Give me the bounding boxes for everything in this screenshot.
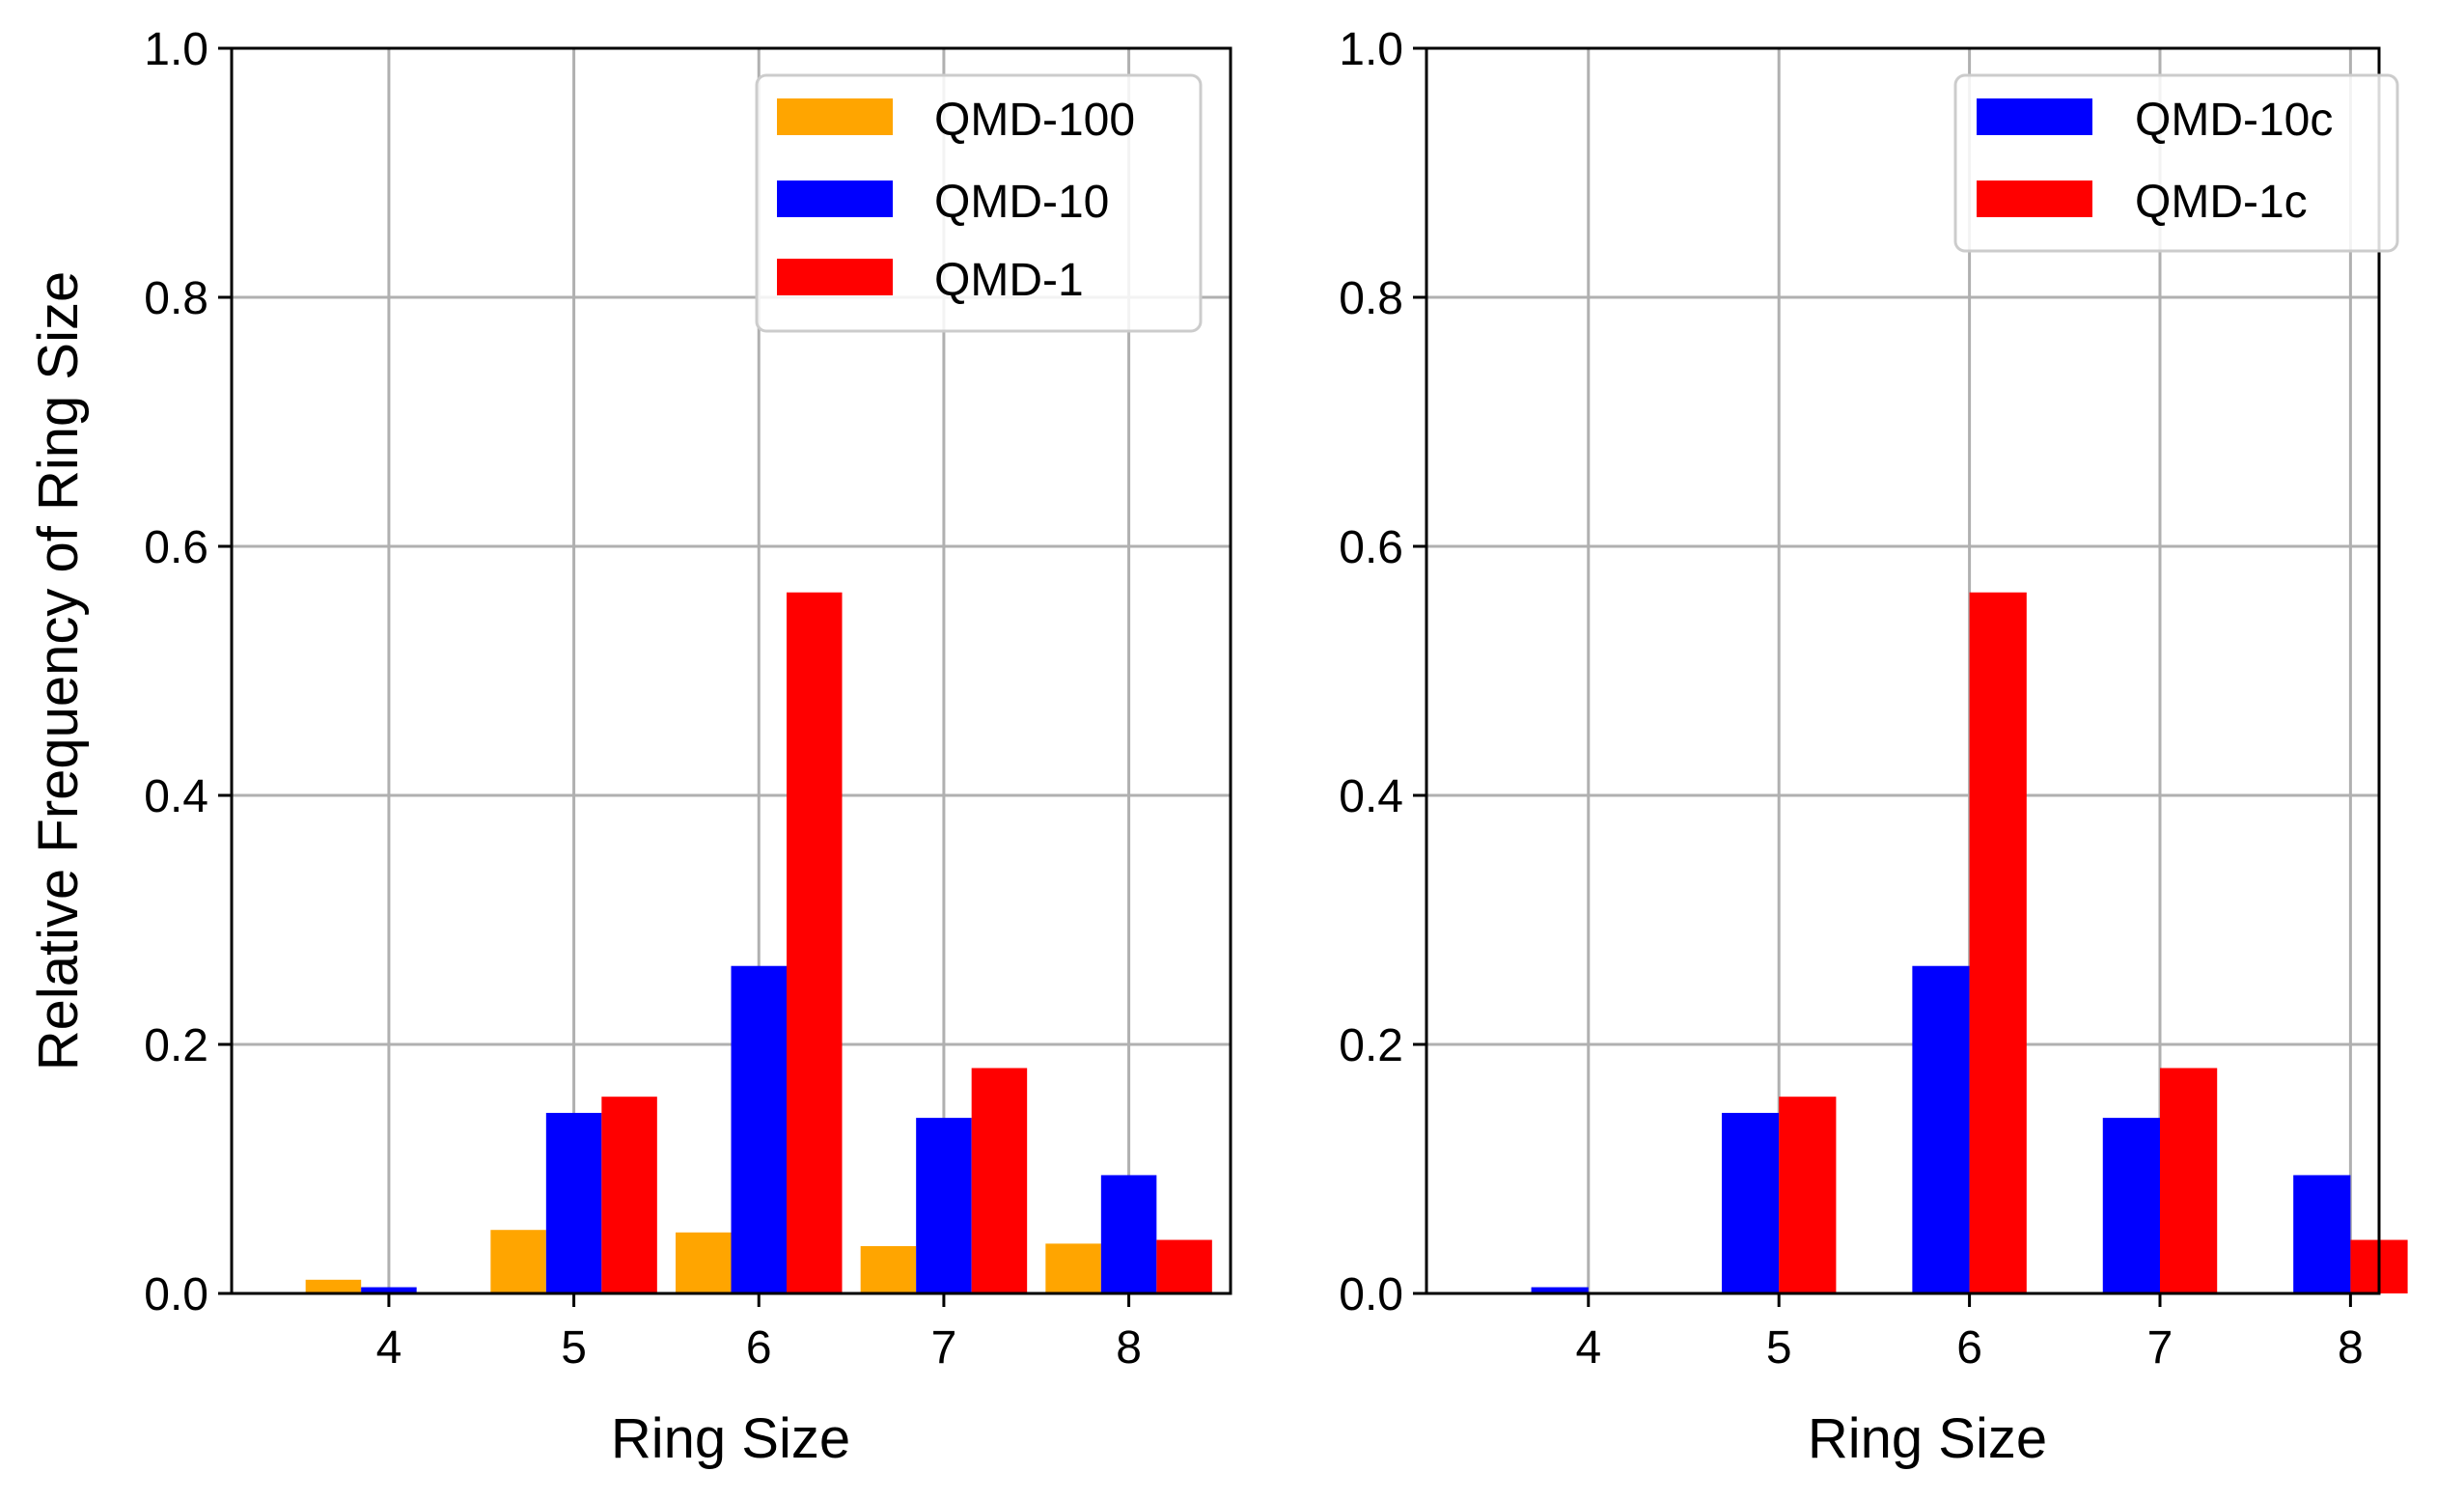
- legend-entry-qmd-1: QMD-1: [777, 255, 1084, 306]
- right-x-tick-label-7: 7: [2147, 1322, 2173, 1374]
- bar-qmd-1-ring-7: [971, 1068, 1028, 1293]
- left-axes-frame: [230, 46, 1232, 1295]
- right-x-tick-label-4: 4: [1575, 1322, 1601, 1374]
- legend-label-qmd-100: QMD-100: [934, 95, 1135, 146]
- right-y-tick-label-0-8: 0.8: [1339, 273, 1403, 324]
- left-y-tick-label-0-2: 0.2: [144, 1020, 208, 1071]
- right-y-tick-label-0-2: 0.2: [1339, 1020, 1403, 1071]
- bar-qmd-1-ring-8: [1156, 1239, 1212, 1293]
- bar-qmd-10-ring-6: [731, 965, 787, 1293]
- legend-label-qmd-10: QMD-10: [934, 177, 1109, 228]
- bar-qmd-1-ring-5: [601, 1097, 657, 1293]
- legend-entry-qmd-1c: QMD-1c: [1977, 177, 2308, 228]
- bar-qmd-10-ring-8: [1100, 1175, 1157, 1293]
- right-x-tick-label-6: 6: [1956, 1322, 1982, 1374]
- bar-qmd-10-ring-5: [545, 1112, 602, 1293]
- bar-qmd-10c-ring-8: [2293, 1175, 2351, 1293]
- left-x-tick-label-8: 8: [1116, 1322, 1142, 1374]
- right-x-axis-label: Ring Size: [1808, 1407, 2047, 1470]
- left-bars: [305, 592, 1212, 1293]
- bar-qmd-10-ring-7: [916, 1118, 972, 1293]
- right-chart-panel: 4 5 6 7 8 0.0 0.2 0.4 0.6 0.8 1.0 Ring Size QMD-10…: [1339, 24, 2408, 1470]
- legend-label-qmd-1c: QMD-1c: [2135, 177, 2308, 228]
- left-x-axis-label: Ring Size: [611, 1407, 850, 1470]
- legend-swatch-qmd-10: [777, 181, 893, 217]
- right-y-tick-label-0-4: 0.4: [1339, 771, 1403, 822]
- left-x-tick-label-6: 6: [746, 1322, 772, 1374]
- bar-qmd-100-ring-6: [676, 1232, 732, 1293]
- legend-entry-qmd-10: QMD-10: [777, 177, 1109, 228]
- bar-qmd-10c-ring-7: [2102, 1118, 2160, 1293]
- legend-swatch-qmd-10c: [1977, 98, 2092, 135]
- right-y-tick-label-1-0: 1.0: [1339, 24, 1403, 75]
- bar-qmd-100-ring-4: [305, 1279, 362, 1293]
- legend-swatch-qmd-1: [777, 259, 893, 295]
- bar-qmd-10c-ring-6: [1912, 965, 1970, 1293]
- bar-qmd-100-ring-7: [860, 1245, 917, 1293]
- bar-qmd-10c-ring-5: [1721, 1112, 1780, 1293]
- left-x-tick-label-4: 4: [376, 1322, 402, 1374]
- right-ticks: 4 5 6 7 8 0.0 0.2 0.4 0.6 0.8 1.0: [1339, 24, 2363, 1374]
- legend-entry-qmd-10c: QMD-10c: [1977, 95, 2333, 146]
- bar-qmd-1-ring-6: [787, 592, 843, 1293]
- legend-swatch-qmd-1c: [1977, 181, 2092, 217]
- bar-qmd-10-ring-4: [361, 1287, 417, 1293]
- left-legend: QMD-100 QMD-10 QMD-1: [755, 73, 1203, 333]
- left-y-tick-label-0-0: 0.0: [144, 1269, 208, 1320]
- legend-swatch-qmd-100: [777, 98, 893, 135]
- bar-qmd-1c-ring-6: [1969, 592, 2027, 1293]
- right-legend: QMD-10c QMD-1c: [1953, 73, 2399, 253]
- bar-qmd-100-ring-5: [490, 1230, 546, 1293]
- legend-entry-qmd-100: QMD-100: [777, 95, 1135, 146]
- bar-qmd-10c-ring-4: [1531, 1287, 1589, 1293]
- right-axes-frame: [1425, 46, 2381, 1295]
- left-chart-panel: 4 5 6 7 8 0.0 0.2 0.4 0.6 0.8 1.0 Ring Size Relati…: [27, 24, 1232, 1470]
- left-ticks: 4 5 6 7 8 0.0 0.2 0.4 0.6 0.8 1.0: [144, 24, 1142, 1374]
- right-y-tick-label-0-6: 0.6: [1339, 522, 1403, 573]
- right-bars: [1531, 592, 2408, 1293]
- left-y-tick-label-0-8: 0.8: [144, 273, 208, 324]
- left-y-tick-label-0-6: 0.6: [144, 522, 208, 573]
- left-x-tick-label-5: 5: [561, 1322, 587, 1374]
- right-x-tick-label-5: 5: [1766, 1322, 1792, 1374]
- bar-qmd-100-ring-8: [1045, 1243, 1101, 1293]
- left-x-tick-label-7: 7: [931, 1322, 957, 1374]
- left-y-tick-label-0-4: 0.4: [144, 771, 208, 822]
- bar-qmd-1c-ring-7: [2159, 1068, 2218, 1293]
- legend-label-qmd-10c: QMD-10c: [2135, 95, 2333, 146]
- left-y-tick-label-1-0: 1.0: [144, 24, 208, 75]
- right-x-tick-label-8: 8: [2338, 1322, 2364, 1374]
- bar-qmd-1c-ring-5: [1779, 1097, 1837, 1293]
- left-y-axis-label: Relative Frequency of Ring Size: [27, 271, 90, 1071]
- legend-label-qmd-1: QMD-1: [934, 255, 1084, 306]
- right-y-tick-label-0-0: 0.0: [1339, 1269, 1403, 1320]
